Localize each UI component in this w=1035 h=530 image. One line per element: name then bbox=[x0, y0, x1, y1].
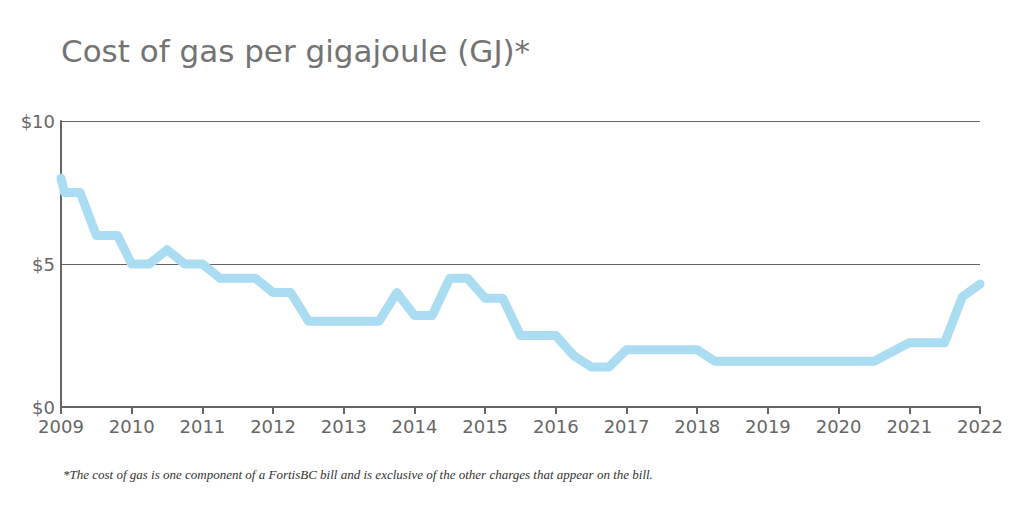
svg-text:2012: 2012 bbox=[250, 416, 296, 437]
svg-text:*The cost of gas is one compon: *The cost of gas is one component of a F… bbox=[63, 467, 653, 482]
svg-text:$0: $0 bbox=[32, 397, 55, 418]
svg-text:2013: 2013 bbox=[321, 416, 367, 437]
svg-text:2015: 2015 bbox=[462, 416, 508, 437]
svg-text:Cost of gas per gigajoule (GJ): Cost of gas per gigajoule (GJ)* bbox=[61, 33, 530, 69]
svg-text:2022: 2022 bbox=[957, 416, 1003, 437]
svg-text:2014: 2014 bbox=[392, 416, 438, 437]
svg-text:$5: $5 bbox=[32, 254, 55, 275]
svg-text:2019: 2019 bbox=[745, 416, 791, 437]
svg-text:2011: 2011 bbox=[179, 416, 225, 437]
svg-text:2017: 2017 bbox=[604, 416, 650, 437]
svg-text:2010: 2010 bbox=[109, 416, 155, 437]
svg-text:2020: 2020 bbox=[816, 416, 862, 437]
svg-text:2021: 2021 bbox=[886, 416, 932, 437]
svg-text:2018: 2018 bbox=[674, 416, 720, 437]
svg-text:$10: $10 bbox=[21, 111, 55, 132]
svg-text:2016: 2016 bbox=[533, 416, 579, 437]
svg-text:2009: 2009 bbox=[38, 416, 84, 437]
